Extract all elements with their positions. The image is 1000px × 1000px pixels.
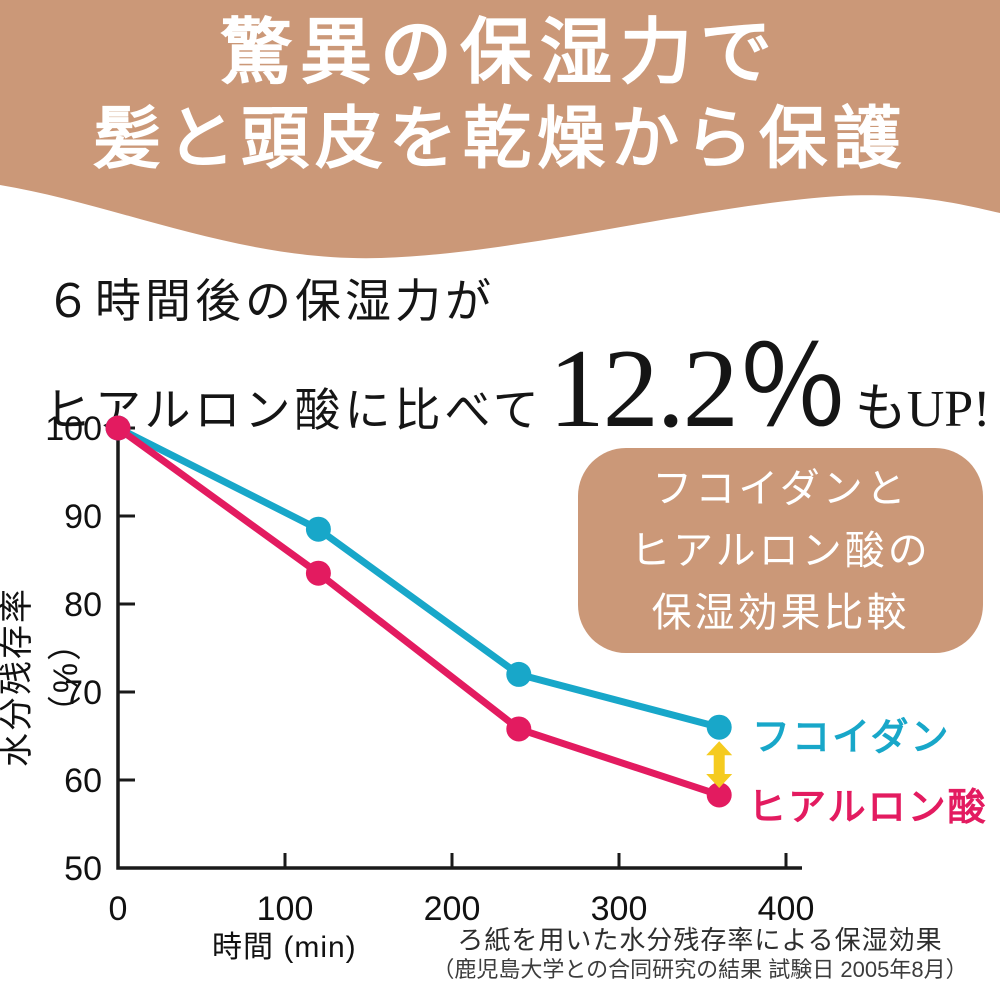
sub-headline-line2: ヒアルロン酸に比べて 12.2％ もUP! [45, 327, 991, 451]
banner-headline-line2: 髪と頭皮を乾燥から保護 [92, 101, 907, 177]
banner-headline-line1: 驚異の保湿力で [219, 13, 780, 93]
banner-wave-shape [0, 0, 1000, 259]
x-tick-label: 400 [758, 890, 815, 928]
fucoidan-point [506, 661, 532, 687]
x-tick-label: 0 [109, 890, 128, 928]
percentage-value: 12.2％ [548, 327, 849, 451]
banner-wave [0, 0, 1000, 259]
fucoidan-line [114, 424, 723, 731]
caption-line2: （鹿児島大学との合同研究の結果 試験日 2005年8月） [432, 957, 968, 982]
info-box-line3: 保湿効果比較 [651, 589, 910, 635]
y-tick-label: 50 [64, 850, 102, 888]
y-tick-label: 100 [45, 410, 102, 448]
x-tick-label: 100 [257, 890, 314, 928]
sub-headline-line1: ６時間後の保湿力が [45, 276, 495, 327]
y-tick-label: 80 [64, 586, 102, 624]
fucoidan-point [706, 714, 732, 740]
caption-line1: ろ紙を用いた水分残存率による保湿効果 [457, 925, 943, 955]
hyaluronic-point [506, 716, 532, 742]
hyaluronic-point [706, 782, 732, 808]
x-tick-label: 200 [424, 890, 481, 928]
info-box-line2: ヒアルロン酸の [630, 527, 931, 573]
info-box-line1: フコイダンと [652, 465, 909, 511]
fucoidan-point [305, 516, 331, 542]
legend-fucoidan: フコイダン [752, 717, 951, 759]
sub-headline: ６時間後の保湿力が ヒアルロン酸に比べて 12.2％ もUP! [45, 272, 991, 451]
y-tick-label: 60 [64, 762, 102, 800]
y-axis-label: 水分残存率（%） [0, 587, 85, 767]
hyaluronic-point [105, 415, 131, 441]
percentage-suffix: もUP! [854, 381, 991, 438]
comparison-info-box: フコイダンと ヒアルロン酸の 保湿効果比較 [578, 448, 983, 653]
hyaluronic-line [114, 424, 723, 799]
y-tick-label: 70 [64, 674, 102, 712]
y-tick-label: 90 [64, 498, 102, 536]
chart-caption: ろ紙を用いた水分残存率による保湿効果 （鹿児島大学との合同研究の結果 試験日 2… [410, 924, 990, 984]
legend-hyaluronic: ヒアルロン酸 [748, 787, 988, 829]
difference-arrow [706, 741, 733, 788]
axes [116, 420, 802, 870]
banner-headline: 驚異の保湿力で 髪と頭皮を乾燥から保護 [0, 6, 1000, 178]
hyaluronic-point [305, 560, 331, 586]
x-axis-label: 時間 (min) [212, 931, 357, 964]
x-tick-label: 300 [591, 890, 648, 928]
